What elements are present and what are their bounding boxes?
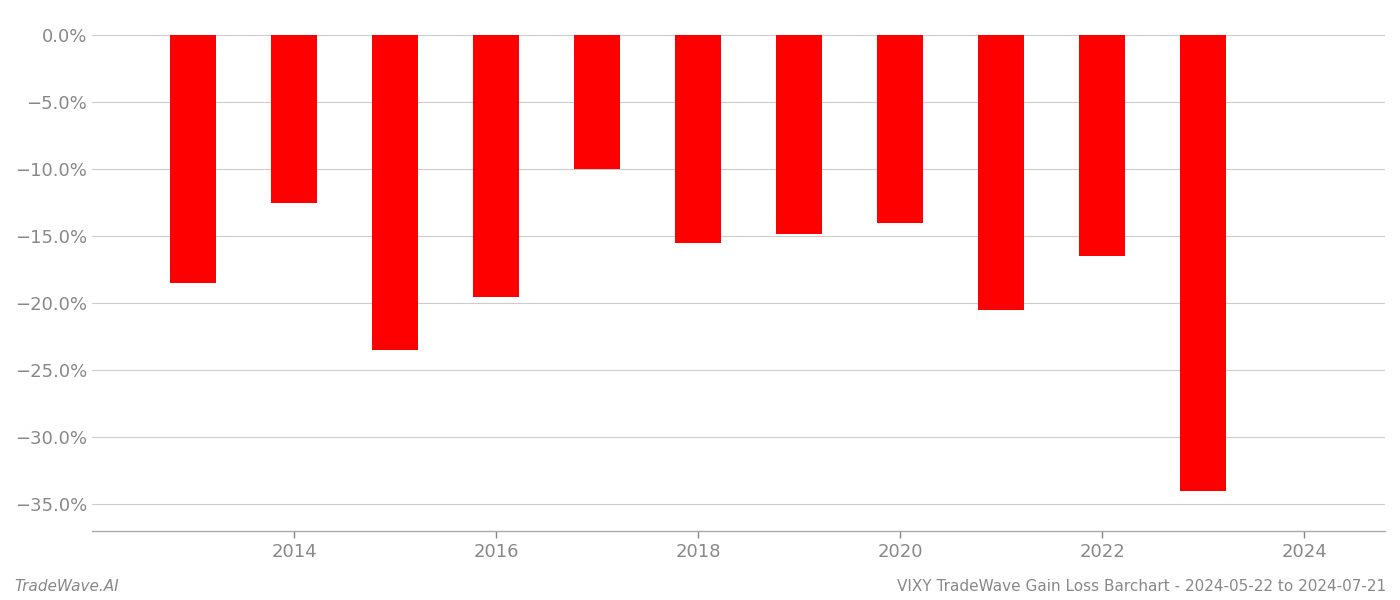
- Bar: [574, 35, 620, 169]
- Bar: [372, 35, 417, 350]
- Text: TradeWave.AI: TradeWave.AI: [14, 579, 119, 594]
- Bar: [473, 35, 519, 296]
- Bar: [1079, 35, 1126, 256]
- Bar: [979, 35, 1023, 310]
- Bar: [1180, 35, 1226, 491]
- Text: VIXY TradeWave Gain Loss Barchart - 2024-05-22 to 2024-07-21: VIXY TradeWave Gain Loss Barchart - 2024…: [897, 579, 1386, 594]
- Bar: [171, 35, 216, 283]
- Bar: [272, 35, 316, 203]
- Bar: [878, 35, 923, 223]
- Bar: [777, 35, 822, 233]
- Bar: [675, 35, 721, 243]
